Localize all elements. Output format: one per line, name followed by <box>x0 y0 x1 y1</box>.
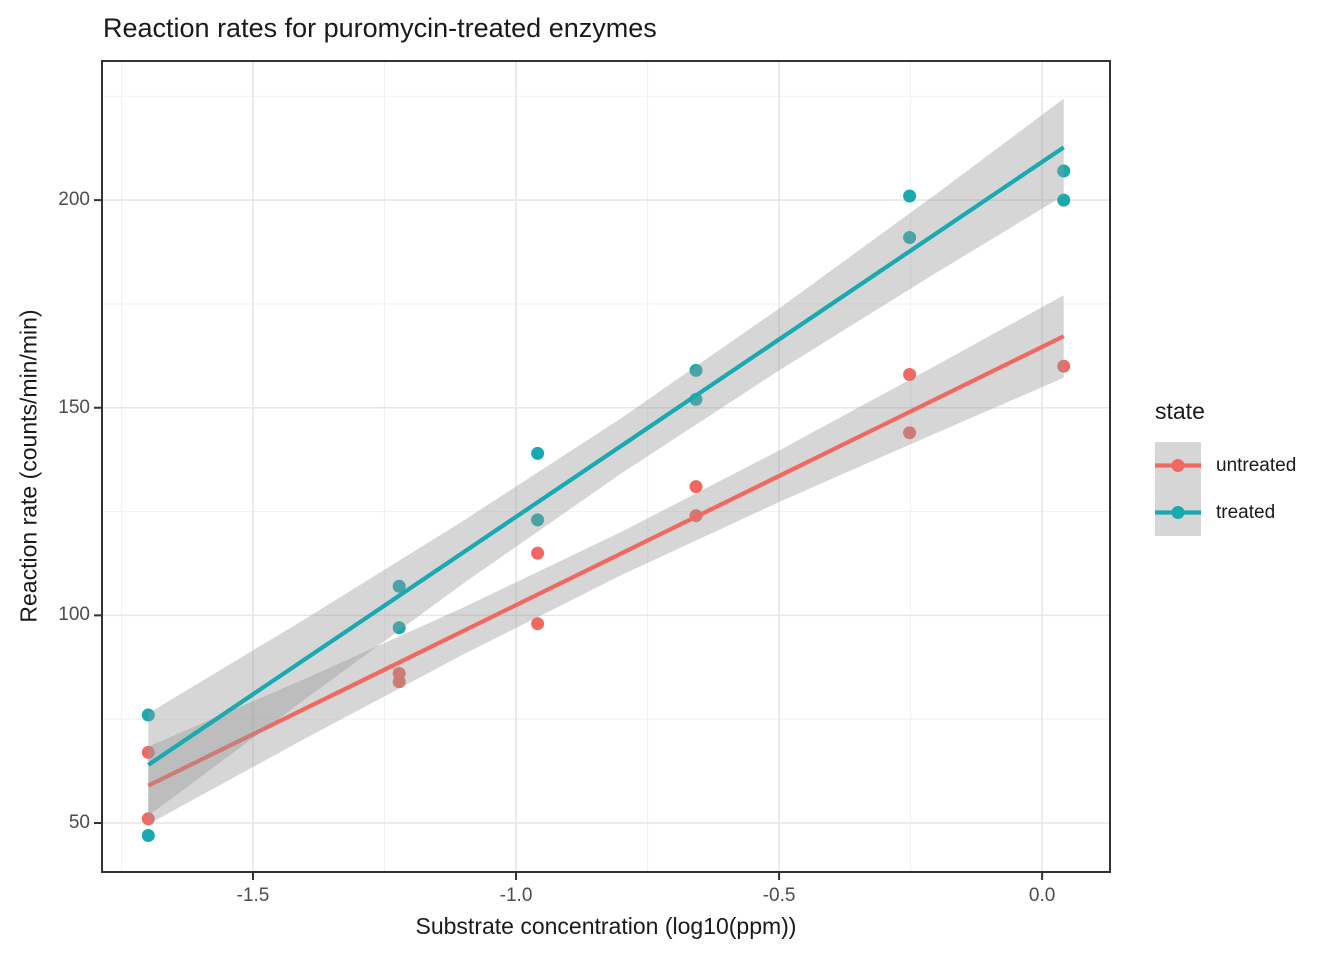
legend-entry-untreated: untreated <box>1155 442 1340 489</box>
legend-key-treated <box>1155 489 1201 536</box>
data-point-treated <box>903 231 917 244</box>
data-point-untreated <box>689 480 703 494</box>
chart-title: Reaction rates for puromycin-treated enz… <box>103 13 657 43</box>
data-point-treated <box>531 446 545 460</box>
panel-border <box>101 60 1111 873</box>
x-tick-label: -1.0 <box>499 885 533 906</box>
y-axis-title: Reaction rate (counts/min/min) <box>15 309 42 623</box>
data-point-treated <box>141 829 155 842</box>
y-tick-label: 150 <box>58 396 90 418</box>
legend-title: state <box>1155 398 1205 424</box>
data-point-treated <box>531 513 545 527</box>
y-tick-label: 200 <box>58 189 90 211</box>
data-point-treated <box>903 189 917 203</box>
y-tick-label: 100 <box>58 604 90 626</box>
x-tick-label: 0.0 <box>1028 885 1056 906</box>
data-point-treated <box>1057 164 1071 178</box>
data-point-untreated <box>531 617 545 631</box>
data-point-untreated <box>531 546 545 560</box>
points-untreated <box>141 359 1071 826</box>
x-tick-label: -1.5 <box>236 885 270 906</box>
grid-major <box>102 61 1110 872</box>
grid-minor <box>102 61 1110 872</box>
legend-entry-treated: treated <box>1155 489 1340 536</box>
data-point-untreated <box>903 368 917 381</box>
data-point-treated <box>392 579 406 593</box>
legend-key-untreated <box>1155 442 1201 489</box>
data-point-untreated <box>392 667 406 680</box>
panel-background <box>102 61 1110 872</box>
data-point-untreated <box>1057 359 1071 373</box>
legend-entries: untreated treated <box>1155 442 1340 536</box>
data-point-treated <box>1057 193 1071 207</box>
data-point-untreated <box>903 426 917 440</box>
data-point-untreated <box>141 745 155 759</box>
legend-label: untreated <box>1216 454 1297 476</box>
legend-key-glyph <box>1155 506 1201 519</box>
legend-label: treated <box>1216 501 1276 523</box>
legend-key-glyph <box>1155 459 1201 472</box>
y-tick-label: 50 <box>68 811 90 833</box>
x-tick-label: -0.5 <box>762 885 796 906</box>
data-point-treated <box>392 621 406 635</box>
data-point-untreated <box>141 812 155 826</box>
data-point-treated <box>141 708 155 722</box>
trend-line-treated <box>147 145 1065 767</box>
legend: state untreated treated <box>1155 398 1340 536</box>
data-point-treated <box>689 363 703 377</box>
x-axis-title: Substrate concentration (log10(ppm)) <box>415 913 797 939</box>
trend-line-untreated <box>147 334 1065 788</box>
axis-ticks <box>94 199 1044 880</box>
points-treated <box>141 164 1071 842</box>
